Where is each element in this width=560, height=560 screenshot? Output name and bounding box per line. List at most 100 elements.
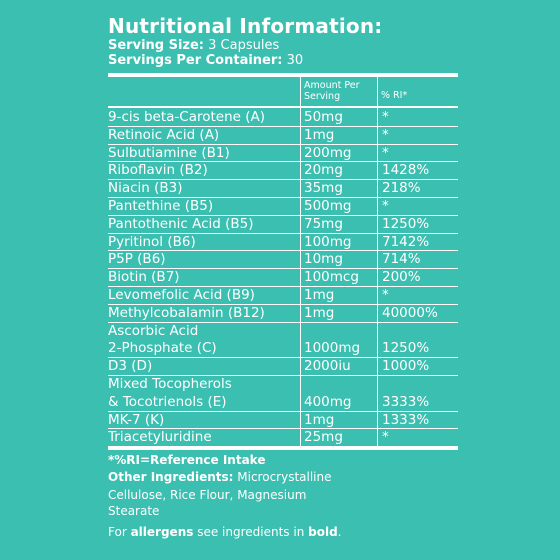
row-divider [377,374,458,376]
nutrient-amount: 1mg [304,287,335,303]
nutrient-name: Levomefolic Acid (B9) [108,287,255,303]
nutrient-name: Ascorbic Acid [108,322,199,339]
row-divider [377,410,458,412]
allergen-bold-word: allergens [130,525,194,539]
nutrient-ri: 1333% [382,411,430,428]
nutrient-ri: * [382,109,389,125]
row-divider [108,125,300,127]
nutrient-ri: 200% [382,269,421,286]
row-divider [377,268,458,270]
row-divider [300,161,377,163]
nutrient-name: Retinoic Acid (A) [108,126,220,143]
row-divider [377,232,458,234]
row-divider [108,374,300,376]
nutrient-name: Methylcobalamin (B12) [108,304,265,321]
nutrient-ri: * [382,198,389,214]
row-divider [108,179,300,181]
row-divider [108,214,300,216]
row-divider [108,268,300,270]
ri-note: *%RI=Reference Intake [108,453,266,467]
serving-size-value: 3 Capsules [208,38,280,53]
top-rule [108,73,458,77]
nutrient-ri: * [382,144,389,161]
nutrient-ri: 3333% [382,393,430,410]
amount-header-line1: Amount Per [304,80,360,91]
nutrient-ri: 714% [382,251,421,268]
row-divider [377,321,458,323]
row-divider [300,196,377,198]
other-ingredients-line2: Cellulose, Rice Flour, Magnesium [108,488,307,502]
row-divider [108,428,300,430]
row-divider [300,268,377,270]
bottom-rule [108,446,458,450]
row-divider [108,321,300,323]
row-divider [377,303,458,305]
nutrient-ri: * [382,287,389,303]
row-divider [377,161,458,163]
other-ingredients-text1: Microcrystalline [237,470,332,484]
nutrient-ri: 40000% [382,304,438,321]
nutrient-amount: 35mg [304,180,343,197]
nutrient-name: Sulbutiamine (B1) [108,144,230,161]
nutrient-name: Mixed Tocopherols [108,376,232,392]
other-ingredients-label: Other Ingredients: [108,470,234,484]
column-divider-2 [377,76,378,447]
nutrient-amount: 400mg [304,393,352,410]
servings-label: Servings Per Container: [108,53,283,68]
nutrient-ri: * [382,126,389,143]
allergen-note: For allergens see ingredients in bold. [108,524,342,541]
nutrient-amount: 1mg [304,304,335,321]
row-divider [300,374,377,376]
nutrient-amount: 100mcg [304,269,359,286]
allergen-mid: see ingredients in [197,525,305,539]
row-divider [300,303,377,305]
nutrient-name: 9-cis beta-Carotene (A) [108,109,266,125]
nutrient-ri: * [382,429,389,446]
serving-size: Serving Size: 3 Capsules [108,38,279,53]
servings-per-container: Servings Per Container: 30 [108,53,303,68]
row-divider [108,357,300,359]
row-divider [300,125,377,127]
row-divider [108,250,300,252]
row-divider [300,321,377,323]
row-divider [377,196,458,198]
row-divider [300,357,377,359]
row-divider [377,285,458,287]
row-divider [377,250,458,252]
nutrient-amount: 1mg [304,126,335,143]
nutrient-name-line2: 2-Phosphate (C) [108,340,217,357]
nutrient-amount: 200mg [304,144,352,161]
row-divider [300,143,377,145]
row-divider [377,143,458,145]
nutrient-ri: 218% [382,180,421,197]
amount-header-line2: Serving [304,91,341,102]
nutrient-amount: 500mg [304,198,352,214]
row-divider [377,428,458,430]
nutrient-name: Pantothenic Acid (B5) [108,215,254,232]
nutrient-name: Biotin (B7) [108,269,180,286]
nutrient-amount: 50mg [304,109,343,125]
row-divider [300,285,377,287]
row-divider [108,232,300,234]
serving-size-label: Serving Size: [108,38,205,53]
nutrient-name: Triacetyluridine [108,429,212,446]
nutrient-ri: 7142% [382,233,430,250]
row-divider [300,428,377,430]
amount-column-header: Amount Per Serving [304,80,360,102]
nutrient-amount: 1000mg [304,340,361,357]
nutrient-amount: 75mg [304,215,343,232]
row-divider [300,214,377,216]
allergen-bold-end: bold [308,525,338,539]
row-divider [300,410,377,412]
nutrient-ri: 1000% [382,358,430,375]
nutrient-ri: 1250% [382,340,430,357]
row-divider [300,232,377,234]
nutrient-name-line2: & Tocotrienols (E) [108,393,227,410]
allergen-pre: For [108,525,127,539]
nutrient-amount: 10mg [304,251,343,268]
header-rule [108,106,458,108]
row-divider [377,357,458,359]
allergen-end: . [337,525,342,539]
nutrient-name: Niacin (B3) [108,180,183,197]
nutrient-ri: 1428% [382,162,430,179]
